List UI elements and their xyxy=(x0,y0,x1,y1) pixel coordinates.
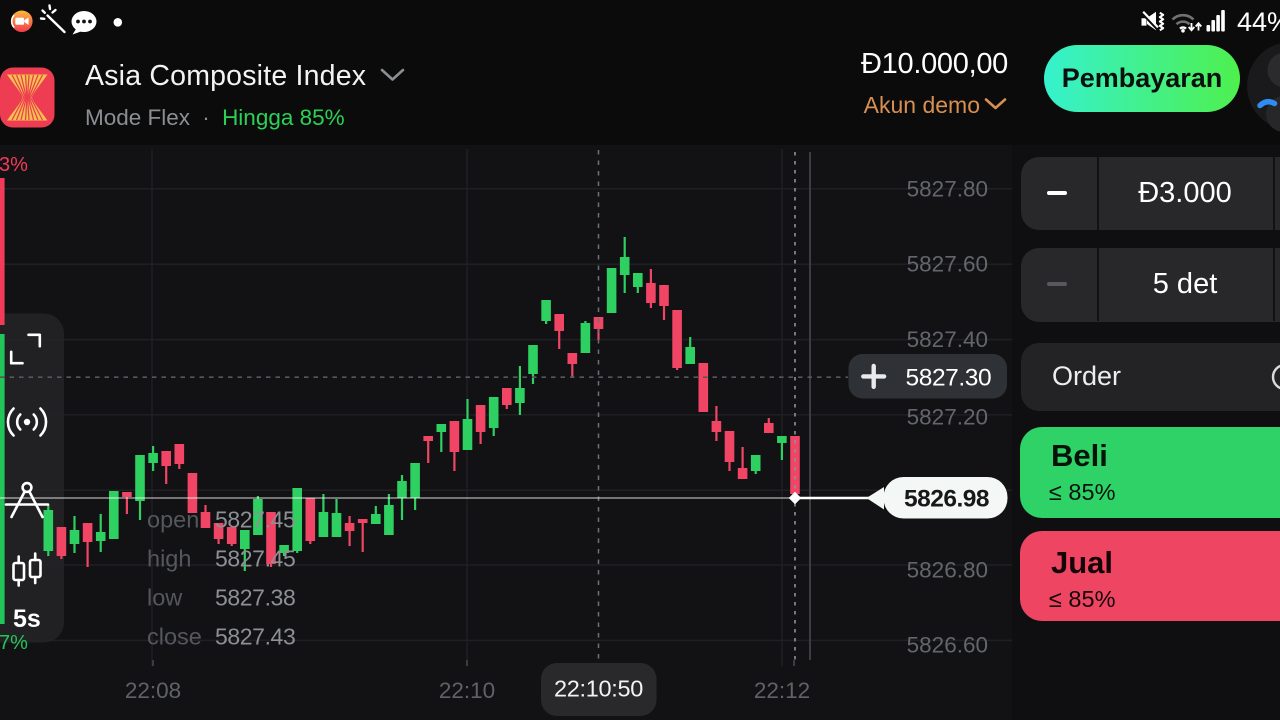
svg-text:5827.45: 5827.45 xyxy=(215,507,295,533)
svg-text:22:10:50: 22:10:50 xyxy=(554,676,643,702)
svg-text:22:10: 22:10 xyxy=(439,678,495,703)
svg-text:5827.80: 5827.80 xyxy=(907,177,988,202)
svg-text:5827.30: 5827.30 xyxy=(906,365,992,392)
svg-text:5827.38: 5827.38 xyxy=(215,585,295,611)
svg-text:7%: 7% xyxy=(0,632,28,654)
svg-text:open: open xyxy=(147,507,199,533)
svg-text:5827.60: 5827.60 xyxy=(907,252,988,277)
svg-text:22:08: 22:08 xyxy=(125,678,181,703)
svg-text:5826.98: 5826.98 xyxy=(904,486,989,513)
svg-text:3%: 3% xyxy=(0,154,28,176)
svg-text:high: high xyxy=(147,546,191,572)
svg-text:5827.20: 5827.20 xyxy=(907,405,988,430)
svg-text:5s: 5s xyxy=(13,605,41,633)
svg-text:5827.45: 5827.45 xyxy=(215,546,295,572)
svg-text:close: close xyxy=(147,624,202,650)
svg-text:low: low xyxy=(147,585,183,611)
svg-text:5827.43: 5827.43 xyxy=(215,624,295,650)
svg-text:22:12: 22:12 xyxy=(754,678,810,703)
svg-text:5826.60: 5826.60 xyxy=(907,633,988,658)
svg-text:5826.80: 5826.80 xyxy=(907,558,988,583)
svg-text:44%: 44% xyxy=(1237,7,1280,37)
svg-text:5827.40: 5827.40 xyxy=(907,327,988,352)
